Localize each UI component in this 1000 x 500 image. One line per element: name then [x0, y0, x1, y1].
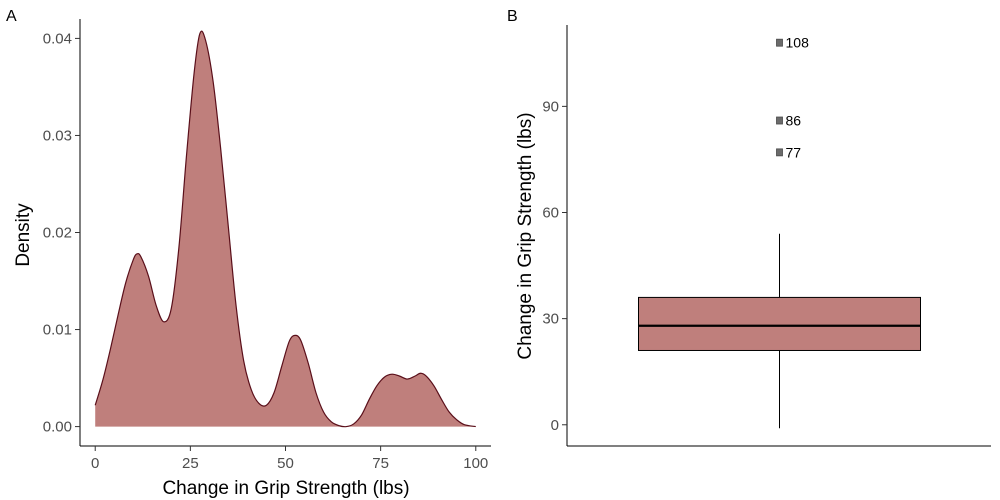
- boxplot-y-ticks: 0 30 60 90: [542, 98, 567, 434]
- density-y-tick-label: 0.00: [43, 419, 72, 436]
- density-x-tick-label: 100: [463, 455, 488, 472]
- density-x-tick-label: 50: [277, 455, 294, 472]
- density-y-tick-label: 0.02: [43, 225, 72, 242]
- density-x-tick-label: 75: [372, 455, 389, 472]
- density-plot-area: [94, 30, 476, 428]
- density-x-tick-label: 0: [91, 455, 99, 472]
- boxplot-outlier-label: 108: [786, 35, 810, 51]
- density-x-tick-label: 25: [182, 455, 199, 472]
- density-x-axis-title: Change in Grip Strength (lbs): [162, 478, 409, 499]
- density-area: [95, 31, 476, 427]
- boxplot-y-tick-label: 60: [542, 205, 559, 222]
- boxplot-y-tick-label: 90: [542, 98, 559, 115]
- boxplot-panel: B 108 86 77 0 30 60 90 Change in Grip Strengt…: [507, 8, 991, 447]
- boxplot-outlier-point: [776, 38, 783, 47]
- boxplot-outlier-label: 77: [786, 144, 802, 160]
- density-y-tick-label: 0.01: [43, 322, 72, 339]
- density-panel: A 0 25 50 75 100 0.00 0.01 0.02 0.03 0.04 Change…: [6, 8, 491, 499]
- density-y-ticks: 0.00 0.01 0.02 0.03 0.04: [43, 30, 80, 436]
- boxplot-y-tick-label: 0: [551, 417, 559, 434]
- panel-a-label: A: [6, 8, 17, 25]
- boxplot-outlier-label: 86: [786, 113, 802, 129]
- density-x-ticks: 0 25 50 75 100: [91, 446, 488, 472]
- boxplot-outlier-point: [776, 148, 783, 157]
- boxplot-y-tick-label: 30: [542, 311, 559, 328]
- panel-b-label: B: [507, 8, 518, 25]
- boxplot-plot-area: 108 86 77: [638, 35, 921, 429]
- density-y-axis-title: Density: [13, 203, 34, 267]
- density-curve: [94, 30, 476, 428]
- density-y-tick-label: 0.03: [43, 127, 72, 144]
- boxplot-y-axis-title: Change in Grip Strength (lbs): [515, 112, 536, 359]
- density-y-tick-label: 0.04: [43, 30, 72, 47]
- boxplot-outlier-point: [776, 116, 783, 125]
- boxplot-box: [638, 296, 921, 351]
